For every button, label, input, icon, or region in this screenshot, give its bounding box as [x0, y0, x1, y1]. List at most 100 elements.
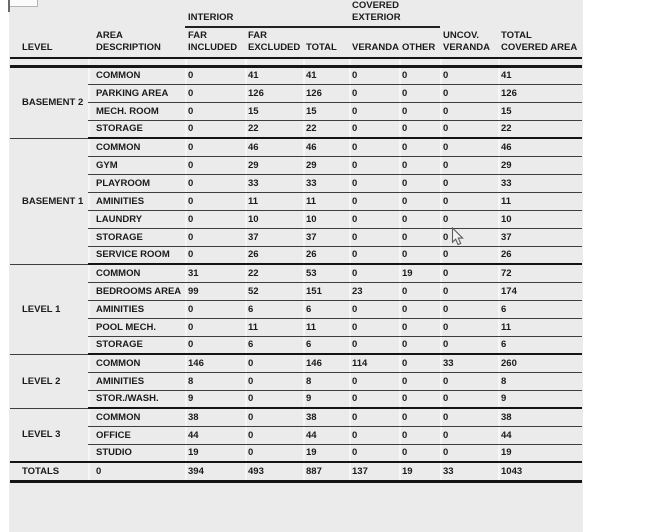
value-cell: 38	[185, 408, 245, 427]
totals-value-cell: 137	[349, 461, 399, 483]
value-cell: 0	[245, 426, 303, 445]
value-cell: 0	[349, 156, 399, 175]
value-cell: 6	[303, 300, 349, 319]
value-cell: 0	[349, 300, 399, 319]
area-description-cell: LAUNDRY	[88, 210, 185, 229]
value-cell: 99	[185, 282, 245, 301]
spacer-cell	[245, 58, 303, 68]
header-veranda: VERANDA	[349, 27, 399, 59]
value-cell: 0	[440, 372, 498, 391]
table-row: PARKING AREA 0 126 126 0 0 0 126	[10, 84, 582, 103]
value-cell: 26	[498, 246, 582, 265]
totals-row: TOTALS 0 394 493 887 137 19 33 1043	[10, 461, 582, 483]
value-cell: 0	[349, 84, 399, 103]
value-cell: 0	[440, 228, 498, 247]
value-cell: 0	[399, 210, 440, 229]
value-cell: 31	[185, 264, 245, 283]
area-description-cell: STORAGE	[88, 336, 185, 355]
area-description-cell: AMINITIES	[88, 300, 185, 319]
value-cell: 0	[440, 408, 498, 427]
value-cell: 10	[303, 210, 349, 229]
value-cell: 0	[399, 426, 440, 445]
value-cell: 37	[498, 228, 582, 247]
header-total: TOTAL	[303, 27, 349, 59]
value-cell: 33	[303, 174, 349, 193]
header-spacer-cell	[10, 0, 88, 27]
area-description-cell: STORAGE	[88, 120, 185, 139]
value-cell: 8	[498, 372, 582, 391]
value-cell: 52	[245, 282, 303, 301]
value-cell: 0	[185, 318, 245, 337]
value-cell: 10	[498, 210, 582, 229]
totals-value-cell: 887	[303, 461, 349, 483]
value-cell: 0	[440, 282, 498, 301]
value-cell: 0	[399, 336, 440, 355]
value-cell: 0	[440, 318, 498, 337]
value-cell: 126	[303, 84, 349, 103]
header-area-description: AREA DESCRIPTION	[88, 27, 185, 59]
value-cell: 126	[245, 84, 303, 103]
area-description-cell: SERVICE ROOM	[88, 246, 185, 265]
spacer-cell	[185, 58, 245, 68]
header-spacer-cell	[440, 0, 498, 27]
value-cell: 41	[245, 66, 303, 85]
value-cell: 8	[303, 372, 349, 391]
value-cell: 0	[440, 120, 498, 139]
table-row: POOL MECH. 0 11 11 0 0 0 11	[10, 318, 582, 337]
value-cell: 0	[245, 444, 303, 463]
value-cell: 15	[498, 102, 582, 121]
value-cell: 6	[498, 300, 582, 319]
value-cell: 0	[185, 156, 245, 175]
value-cell: 0	[349, 390, 399, 409]
area-description-cell: COMMON	[88, 354, 185, 373]
totals-value-cell: 394	[185, 461, 245, 483]
table-row: STOR./WASH. 9 0 9 0 0 0 9	[10, 390, 582, 409]
value-cell: 29	[303, 156, 349, 175]
value-cell: 19	[185, 444, 245, 463]
header-columns-row: LEVEL AREA DESCRIPTION FAR INCLUDED FAR …	[10, 27, 582, 59]
table-row: LEVEL 3 COMMON 38 0 38 0 0 0 38	[10, 408, 582, 463]
area-description-cell: BEDROOMS AREA	[88, 282, 185, 301]
interior-group-label: INTERIOR	[188, 12, 234, 23]
area-description-cell: COMMON	[88, 264, 185, 283]
totals-label-cell: TOTALS	[10, 461, 88, 483]
value-cell: 0	[399, 192, 440, 211]
area-description-cell: GYM	[88, 156, 185, 175]
value-cell: 9	[303, 390, 349, 409]
value-cell: 0	[349, 408, 399, 427]
value-cell: 0	[245, 354, 303, 373]
value-cell: 19	[399, 264, 440, 283]
value-cell: 0	[349, 174, 399, 193]
value-cell: 0	[399, 372, 440, 391]
value-cell: 0	[440, 174, 498, 193]
area-description-cell: AMINITIES	[88, 192, 185, 211]
value-cell: 23	[349, 282, 399, 301]
table-row: GYM 0 29 29 0 0 0 29	[10, 156, 582, 175]
value-cell: 46	[498, 138, 582, 157]
area-summary-table: INTERIOR COVERED EXTERIOR LEVEL AREA DES…	[10, 0, 582, 483]
table-row: STORAGE 0 6 6 0 0 0 6	[10, 336, 582, 355]
value-cell: 0	[399, 300, 440, 319]
value-cell: 0	[399, 444, 440, 463]
value-cell: 0	[185, 174, 245, 193]
header-other: OTHER	[399, 27, 440, 59]
value-cell: 9	[498, 390, 582, 409]
value-cell: 0	[399, 282, 440, 301]
totals-value-cell: 19	[399, 461, 440, 483]
value-cell: 33	[440, 354, 498, 373]
value-cell: 38	[303, 408, 349, 427]
value-cell: 72	[498, 264, 582, 283]
value-cell: 0	[440, 336, 498, 355]
value-cell: 53	[303, 264, 349, 283]
value-cell: 0	[349, 210, 399, 229]
value-cell: 0	[185, 246, 245, 265]
value-cell: 0	[349, 444, 399, 463]
value-cell: 126	[498, 84, 582, 103]
value-cell: 0	[245, 390, 303, 409]
table-row: LAUNDRY 0 10 10 0 0 0 10	[10, 210, 582, 229]
table-row: SERVICE ROOM 0 26 26 0 0 0 26	[10, 246, 582, 265]
value-cell: 26	[303, 246, 349, 265]
value-cell: 0	[349, 120, 399, 139]
table-row: LEVEL 2 COMMON 146 0 146 114 0 33 260	[10, 354, 582, 409]
area-description-cell: PLAYROOM	[88, 174, 185, 193]
